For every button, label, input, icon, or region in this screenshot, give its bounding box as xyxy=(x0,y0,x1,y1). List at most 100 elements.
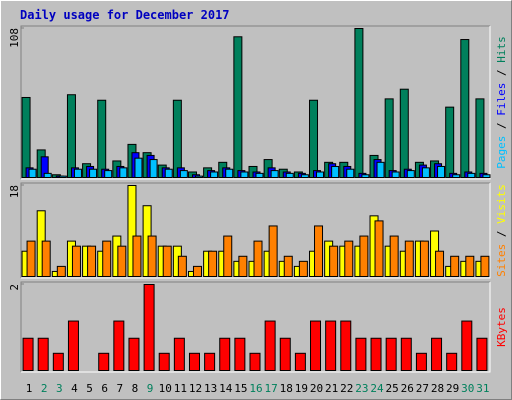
x-tick-label: 31 xyxy=(476,382,489,395)
bar xyxy=(149,159,158,179)
bar xyxy=(194,175,203,179)
x-tick-label: 3 xyxy=(56,382,63,395)
legend-separator: / xyxy=(495,63,508,83)
x-tick-label: 8 xyxy=(132,382,139,395)
bar xyxy=(437,165,446,179)
panel-bevel xyxy=(20,182,490,278)
bar xyxy=(240,171,249,178)
legend-separator: / xyxy=(495,116,508,136)
bar xyxy=(404,240,414,278)
x-tick-label: 23 xyxy=(355,382,368,395)
bar xyxy=(143,284,155,371)
legend-entry: Hits xyxy=(495,36,508,63)
bar xyxy=(421,167,430,178)
bar xyxy=(370,337,382,371)
bar xyxy=(56,265,66,277)
bar xyxy=(400,337,412,371)
bar xyxy=(331,165,340,179)
bar xyxy=(89,168,98,179)
x-tick-label: 20 xyxy=(310,382,323,395)
bar xyxy=(177,255,187,277)
x-tick-label: 27 xyxy=(416,382,429,395)
bar xyxy=(71,245,81,278)
bar xyxy=(119,167,128,178)
x-tick-label: 13 xyxy=(204,382,217,395)
bar xyxy=(132,235,142,277)
y-tick-label: 2 xyxy=(8,284,21,291)
x-tick-label: 19 xyxy=(295,382,308,395)
y-tick-label: 18 xyxy=(8,185,21,198)
bar xyxy=(435,250,445,278)
bar xyxy=(446,352,458,371)
bar xyxy=(376,161,385,179)
bar xyxy=(22,337,34,371)
bar xyxy=(26,240,36,278)
legend-separator: / xyxy=(495,224,508,244)
bar xyxy=(283,255,293,277)
x-tick-label: 30 xyxy=(461,382,474,395)
bar xyxy=(192,265,202,277)
x-tick-label: 25 xyxy=(386,382,399,395)
legend: Pages / Files / Hits xyxy=(495,36,508,169)
bar xyxy=(98,352,110,371)
bar xyxy=(173,337,185,371)
x-tick-label: 24 xyxy=(370,382,384,395)
bar xyxy=(406,170,415,179)
bar xyxy=(255,172,264,179)
bar xyxy=(431,337,443,371)
bar xyxy=(219,337,231,371)
bar xyxy=(127,185,137,277)
bar xyxy=(104,170,113,179)
bar xyxy=(461,320,473,371)
bar xyxy=(21,96,31,178)
bar xyxy=(172,99,182,178)
bar xyxy=(298,260,308,278)
bar xyxy=(270,170,279,179)
bar xyxy=(147,235,157,277)
bar xyxy=(314,225,324,277)
bar xyxy=(415,352,427,371)
x-tick-label: 29 xyxy=(446,382,459,395)
legend-entry: Files xyxy=(495,83,508,116)
bar xyxy=(316,171,325,178)
bar xyxy=(391,171,400,178)
x-tick-label: 28 xyxy=(431,382,444,395)
bar xyxy=(300,174,309,178)
legend: Sites / Visits xyxy=(495,184,508,277)
bar xyxy=(355,337,367,371)
legend: KBytes xyxy=(495,307,508,347)
bar xyxy=(204,352,216,371)
bar xyxy=(285,172,294,179)
x-tick-label: 18 xyxy=(280,382,293,395)
bar xyxy=(467,172,476,179)
bar xyxy=(249,352,261,371)
bar xyxy=(294,352,306,371)
x-tick-label: 14 xyxy=(219,382,233,395)
bar xyxy=(41,240,51,278)
bar xyxy=(389,235,399,277)
bar xyxy=(73,168,82,179)
bar xyxy=(97,99,107,178)
bar xyxy=(87,245,97,278)
x-tick-label: 6 xyxy=(101,382,108,395)
bar xyxy=(117,245,127,278)
bar xyxy=(340,320,352,371)
x-tick-label: 5 xyxy=(86,382,93,395)
bar xyxy=(52,352,64,371)
bar xyxy=(233,36,243,179)
bar xyxy=(67,320,79,371)
bar xyxy=(134,157,143,178)
bar xyxy=(460,39,470,179)
bar xyxy=(234,337,246,371)
x-tick-label: 9 xyxy=(147,382,154,395)
bar xyxy=(158,352,170,371)
bar xyxy=(310,320,322,371)
x-tick-label: 22 xyxy=(340,382,353,395)
y-tick-label: 108 xyxy=(8,28,21,48)
bar xyxy=(385,337,397,371)
bar xyxy=(238,255,248,277)
panel-bevel xyxy=(21,26,491,180)
bar xyxy=(399,88,409,178)
